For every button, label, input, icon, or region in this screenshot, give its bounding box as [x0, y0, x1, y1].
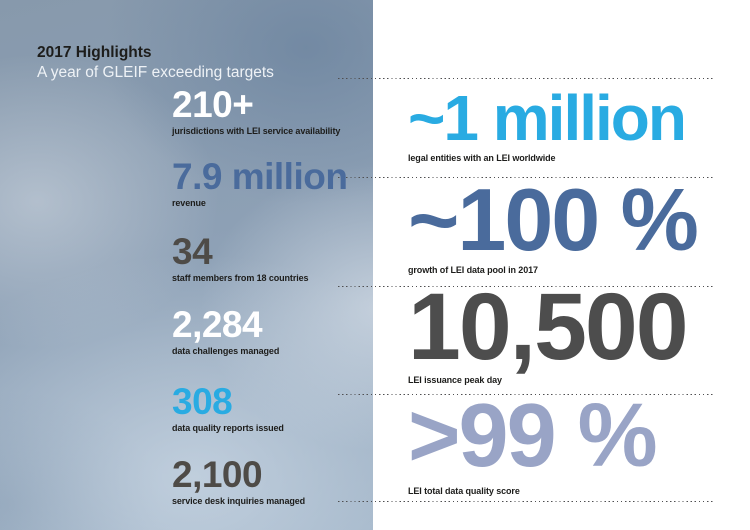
stat-data-challenges: 2,284 data challenges managed — [172, 306, 279, 357]
stat-label: data quality reports issued — [172, 423, 284, 433]
stat-lei-worldwide: ~1 million legal entities with an LEI wo… — [408, 82, 687, 164]
dotted-divider — [338, 286, 714, 288]
stat-value: 2,284 — [172, 304, 263, 345]
stat-label: staff members from 18 countries — [172, 273, 309, 283]
stat-value: 210+ — [172, 84, 254, 125]
blurred-background-image — [0, 0, 373, 530]
dotted-divider — [338, 394, 714, 396]
stat-value: 2,100 — [172, 454, 263, 495]
page-header: 2017 Highlights A year of GLEIF exceedin… — [37, 44, 274, 82]
dotted-divider — [338, 177, 714, 179]
stat-label: growth of LEI data pool in 2017 — [408, 265, 538, 275]
stat-value: 34 — [172, 231, 213, 272]
stat-label: revenue — [172, 198, 206, 208]
stat-data-pool-growth: ~100 % growth of LEI data pool in 2017 — [408, 170, 699, 276]
stat-staff-members: 34 staff members from 18 countries — [172, 231, 309, 284]
stat-jurisdictions: 210+ jurisdictions with LEI service avai… — [172, 86, 340, 137]
stat-value: 7.9 million — [172, 156, 348, 197]
stat-label: data challenges managed — [172, 346, 280, 356]
stat-value: ~100 % — [408, 170, 699, 269]
stat-value: 10,500 — [408, 274, 689, 380]
stat-value: ~1 million — [408, 82, 687, 154]
stat-label: LEI issuance peak day — [408, 375, 502, 385]
page-title: 2017 Highlights — [37, 44, 152, 61]
stat-quality-score: >99 % LEI total data quality score — [408, 386, 658, 497]
stat-label: jurisdictions with LEI service availabil… — [172, 126, 341, 136]
dotted-divider — [338, 78, 714, 80]
stat-value: 308 — [172, 381, 233, 422]
stat-quality-reports: 308 data quality reports issued — [172, 383, 284, 434]
stat-label: service desk inquiries managed — [172, 496, 306, 506]
dotted-divider — [338, 501, 714, 503]
stat-label: LEI total data quality score — [408, 486, 520, 496]
page-subtitle: A year of GLEIF exceeding targets — [37, 64, 274, 81]
stat-revenue: 7.9 million revenue — [172, 156, 348, 209]
stat-issuance-peak: 10,500 LEI issuance peak day — [408, 274, 689, 386]
stat-service-desk: 2,100 service desk inquiries managed — [172, 456, 305, 507]
stat-label: legal entities with an LEI worldwide — [408, 153, 556, 163]
stat-value: >99 % — [408, 386, 658, 486]
